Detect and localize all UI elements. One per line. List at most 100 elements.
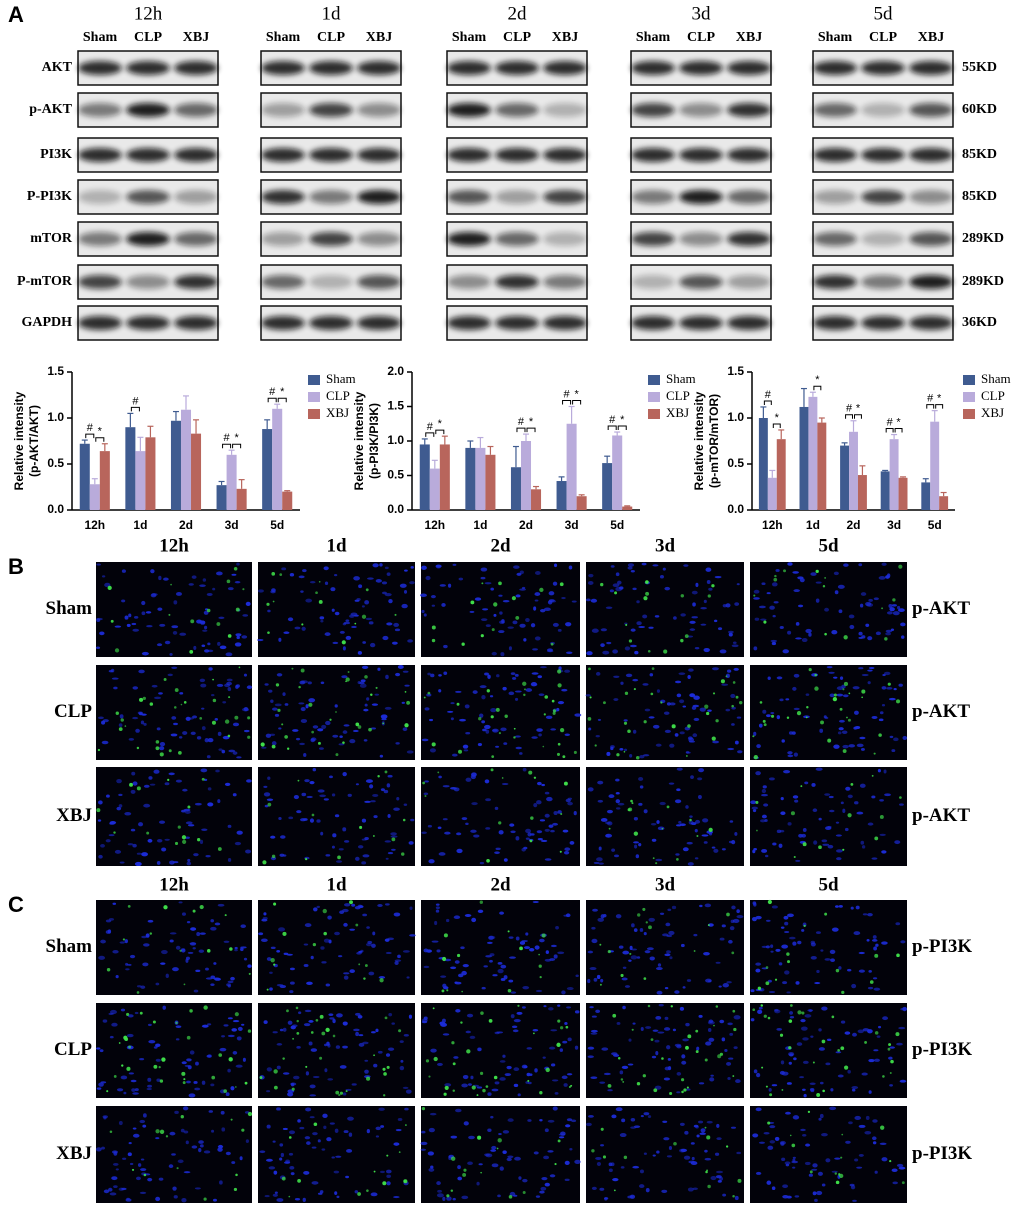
nucleus <box>689 815 693 818</box>
green-signal <box>645 591 650 596</box>
green-signal <box>479 900 483 904</box>
nucleus <box>455 1108 462 1113</box>
blot-band <box>727 190 771 204</box>
nucleus <box>171 1153 176 1156</box>
green-signal <box>812 1061 815 1064</box>
nucleus <box>234 841 242 846</box>
nucleus <box>547 600 553 605</box>
y-tick-label: 0.0 <box>727 502 744 516</box>
nucleus <box>771 905 778 909</box>
green-signal <box>559 1026 564 1030</box>
nucleus <box>226 678 233 682</box>
nucleus <box>519 752 523 755</box>
green-signal <box>113 831 116 834</box>
blot-band <box>679 275 723 289</box>
significance-bracket <box>926 404 935 409</box>
nucleus <box>898 608 905 612</box>
nucleus <box>828 795 834 799</box>
nucleus <box>674 799 682 804</box>
nucleus <box>875 631 881 636</box>
nucleus <box>489 959 493 963</box>
green-signal <box>735 695 739 699</box>
nucleus <box>836 693 844 697</box>
nucleus <box>140 720 145 725</box>
nucleus <box>615 572 620 577</box>
nucleus <box>535 989 543 993</box>
image-timepoint: 12h <box>159 874 189 895</box>
nucleus <box>323 1125 327 1130</box>
nucleus <box>545 950 549 954</box>
nucleus <box>351 1083 357 1086</box>
nucleus <box>164 640 171 645</box>
nucleus <box>789 936 796 940</box>
nucleus <box>786 991 791 994</box>
green-signal <box>608 827 611 830</box>
nucleus <box>588 1114 594 1118</box>
nucleus <box>136 852 142 855</box>
nucleus <box>854 801 859 805</box>
significance-mark: # <box>518 416 525 428</box>
nucleus <box>174 1110 179 1115</box>
green-signal <box>696 835 699 838</box>
green-signal <box>807 1110 811 1114</box>
nucleus <box>386 572 391 576</box>
nucleus <box>430 673 435 678</box>
nucleus <box>761 814 767 819</box>
image-group: Sham <box>46 936 93 957</box>
nucleus <box>771 582 778 587</box>
bar <box>216 485 227 510</box>
green-signal <box>124 725 127 727</box>
nucleus <box>871 857 878 860</box>
nucleus <box>534 945 540 950</box>
legend-swatch <box>963 392 975 402</box>
blot-band <box>78 103 122 117</box>
nucleus <box>707 709 712 712</box>
nucleus <box>247 964 252 968</box>
nucleus <box>343 972 350 975</box>
nucleus <box>390 835 398 838</box>
x-tick-label: 1d <box>806 518 820 532</box>
nucleus <box>141 600 146 606</box>
nucleus <box>202 578 207 582</box>
nucleus <box>307 681 312 685</box>
nucleus <box>280 835 286 839</box>
green-signal <box>695 1029 699 1033</box>
nucleus <box>509 956 516 959</box>
nucleus <box>481 695 486 700</box>
nucleus <box>760 618 767 621</box>
nucleus <box>343 724 350 727</box>
nucleus <box>868 667 875 670</box>
green-signal <box>170 583 172 586</box>
nucleus <box>436 1193 444 1198</box>
image-marker: p-AKT <box>912 598 970 619</box>
nucleus <box>459 718 466 722</box>
blot-band <box>861 190 905 204</box>
nucleus <box>384 592 392 597</box>
blot-band <box>357 103 401 117</box>
nucleus <box>171 625 179 629</box>
nucleus <box>871 939 878 942</box>
nucleus <box>102 1019 108 1023</box>
nucleus <box>497 1194 501 1198</box>
image-timepoint: 3d <box>655 535 676 556</box>
green-signal <box>335 1090 340 1095</box>
green-signal <box>557 1139 561 1143</box>
green-signal <box>443 1092 447 1096</box>
green-signal <box>227 634 232 638</box>
nucleus <box>701 834 709 837</box>
green-signal <box>545 1067 550 1073</box>
green-signal <box>774 574 777 578</box>
nucleus <box>593 977 598 982</box>
y-axis-label: Relative intensity <box>692 391 706 490</box>
nucleus <box>721 924 726 928</box>
image-timepoint: 1d <box>326 535 347 556</box>
green-signal <box>529 839 533 843</box>
nucleus <box>441 603 446 607</box>
nucleus <box>819 728 824 733</box>
nucleus <box>207 737 214 743</box>
nucleus <box>185 821 193 825</box>
legend-swatch <box>308 409 320 419</box>
green-signal <box>458 749 463 754</box>
nucleus <box>675 680 682 684</box>
image-group: CLP <box>54 701 92 722</box>
